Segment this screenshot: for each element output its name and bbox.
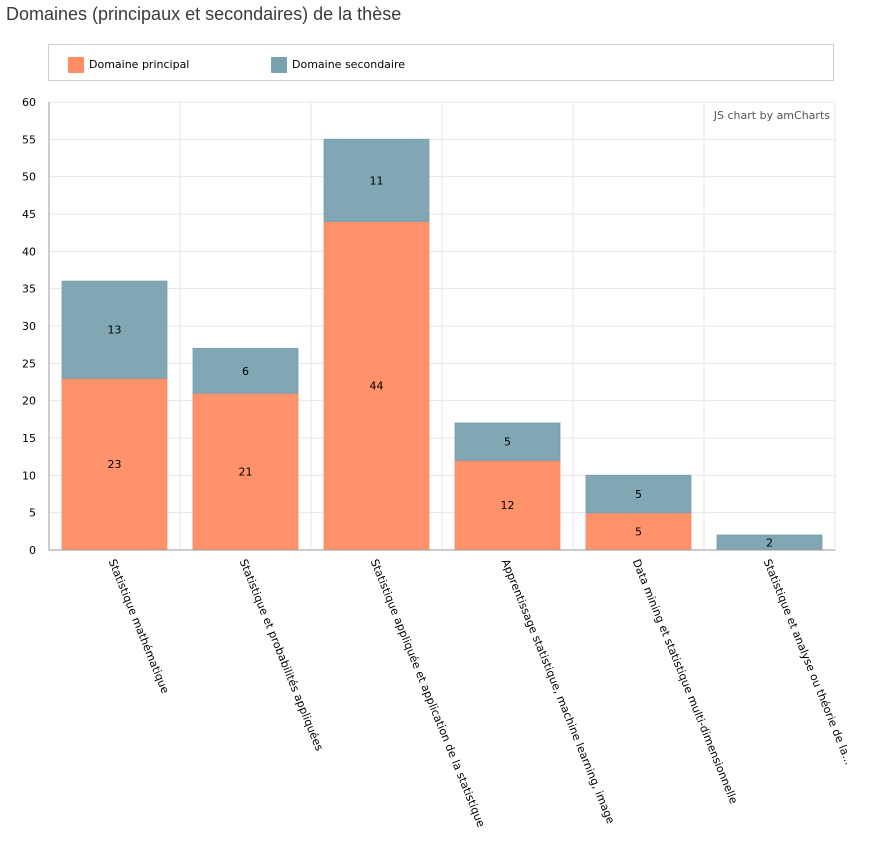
- bar-domaine-principal-3[interactable]: [323, 220, 430, 551]
- x-tick-label-5: Data mining et statistique multi-dimensi…: [630, 557, 741, 806]
- data-label-domaine-secondaire-2: 6: [242, 365, 249, 378]
- bar-domaine-principal-4[interactable]: [454, 459, 561, 551]
- y-tick-label: 55: [22, 133, 36, 146]
- page-title: Domaines (principaux et secondaires) de …: [6, 4, 402, 24]
- bar-domaine-secondaire-3[interactable]: [323, 138, 430, 222]
- data-label-domaine-secondaire-4: 5: [504, 436, 511, 449]
- y-tick-label: 20: [22, 395, 36, 408]
- grid: [49, 101, 836, 550]
- legend-swatch-domaine-principal: [68, 56, 84, 73]
- x-tick-label-4: Apprentissage statistique, machine learn…: [499, 557, 618, 826]
- amcharts-credit[interactable]: JS chart by amCharts: [713, 109, 830, 122]
- legend: Domaine principal Domaine secondaire: [48, 44, 834, 81]
- legend-label-domaine-principal: Domaine principal: [89, 58, 190, 71]
- x-tick-label-1: Statistique mathématique: [106, 557, 172, 695]
- y-tick-label: 30: [22, 320, 36, 333]
- legend-label-domaine-secondaire: Domaine secondaire: [292, 58, 406, 71]
- data-label-domaine-secondaire-6: 2: [766, 537, 773, 550]
- y-tick-label: 50: [22, 171, 36, 184]
- bar-domaine-principal-5[interactable]: [585, 512, 692, 551]
- y-tick-label: 10: [22, 469, 36, 482]
- y-tick-label: 40: [22, 245, 36, 258]
- y-tick-label: 5: [29, 507, 36, 520]
- x-tick-label-6: Statistique et analyse ou théorie de la.…: [761, 557, 856, 766]
- data-label-domaine-principal-2: 21: [239, 466, 253, 479]
- data-label-domaine-principal-1: 23: [108, 458, 122, 471]
- legend-item-domaine-principal[interactable]: Domaine principal: [68, 56, 189, 73]
- y-tick-label: 0: [29, 544, 36, 557]
- data-label-domaine-principal-4: 12: [501, 499, 515, 512]
- y-tick-label: 15: [22, 432, 36, 445]
- data-label-domaine-principal-5: 5: [635, 525, 642, 538]
- y-tick-label: 25: [22, 357, 36, 370]
- bar-domaine-secondaire-4[interactable]: [454, 422, 561, 461]
- bar-domaine-secondaire-1[interactable]: [61, 280, 168, 379]
- y-tick-label: 35: [22, 283, 36, 296]
- y-tick-label: 45: [22, 208, 36, 221]
- x-tick-label-3: Statistique appliquée et application de …: [368, 557, 488, 829]
- bar-domaine-secondaire-2[interactable]: [192, 347, 299, 394]
- x-tick-label-2: Statistique et probabilités appliquées: [237, 557, 326, 753]
- bar-domaine-secondaire-5[interactable]: [585, 474, 692, 514]
- data-labels: 23 13 21 6 44 11 12 5 5 5 2: [108, 174, 774, 549]
- data-label-domaine-principal-3: 44: [370, 380, 384, 393]
- data-label-domaine-secondaire-1: 13: [108, 324, 122, 337]
- legend-swatch-domaine-secondaire: [271, 56, 287, 73]
- data-label-domaine-secondaire-3: 11: [370, 174, 384, 187]
- data-label-domaine-secondaire-5: 5: [635, 488, 642, 501]
- legend-item-domaine-secondaire[interactable]: Domaine secondaire: [271, 56, 405, 73]
- bar-domaine-principal-1[interactable]: [61, 377, 168, 551]
- y-tick-label: 60: [22, 96, 36, 109]
- bars: [61, 138, 823, 551]
